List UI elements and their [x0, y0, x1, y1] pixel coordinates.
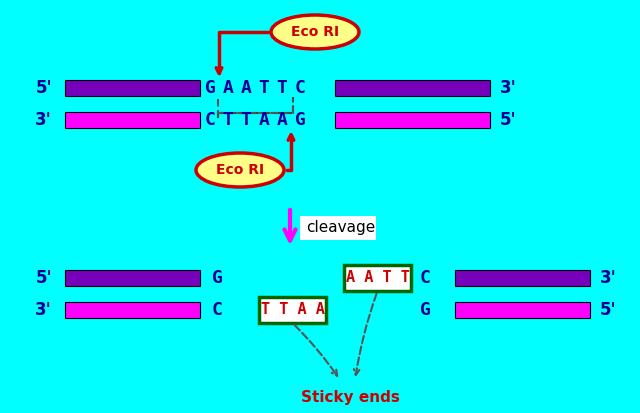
Text: 5': 5' — [35, 269, 52, 287]
Text: C: C — [294, 79, 305, 97]
Bar — [65, 80, 200, 96]
Bar — [335, 80, 490, 96]
Bar — [65, 270, 200, 286]
Text: T: T — [259, 79, 269, 97]
FancyBboxPatch shape — [259, 297, 326, 323]
Text: G: G — [205, 79, 216, 97]
Text: T: T — [223, 111, 234, 129]
Text: G: G — [420, 301, 431, 319]
Text: A: A — [259, 111, 269, 129]
Bar — [455, 270, 590, 286]
Bar — [65, 112, 200, 128]
Text: 3': 3' — [500, 79, 516, 97]
Text: T: T — [276, 79, 287, 97]
Bar — [335, 112, 490, 128]
FancyBboxPatch shape — [300, 216, 376, 240]
Text: 5': 5' — [35, 79, 52, 97]
Bar — [455, 302, 590, 318]
Text: Eco RI: Eco RI — [216, 163, 264, 177]
Text: Sticky ends: Sticky ends — [301, 390, 399, 405]
Text: G: G — [294, 111, 305, 129]
Text: Eco RI: Eco RI — [291, 25, 339, 39]
Text: cleavage: cleavage — [306, 220, 375, 235]
Text: T T A A: T T A A — [260, 302, 324, 318]
Text: 3': 3' — [35, 111, 52, 129]
Text: A: A — [223, 79, 234, 97]
Text: T: T — [241, 111, 252, 129]
FancyBboxPatch shape — [344, 265, 411, 291]
Text: A: A — [241, 79, 252, 97]
Text: 3': 3' — [35, 301, 52, 319]
Ellipse shape — [196, 153, 284, 187]
Bar — [65, 302, 200, 318]
Text: G: G — [212, 269, 223, 287]
Text: 5': 5' — [600, 301, 616, 319]
Ellipse shape — [271, 15, 359, 49]
Text: 3': 3' — [600, 269, 617, 287]
Text: A: A — [276, 111, 287, 129]
Text: A A T T: A A T T — [346, 271, 410, 285]
Text: 5': 5' — [500, 111, 516, 129]
Text: C: C — [205, 111, 216, 129]
Text: C: C — [420, 269, 431, 287]
Text: C: C — [212, 301, 223, 319]
